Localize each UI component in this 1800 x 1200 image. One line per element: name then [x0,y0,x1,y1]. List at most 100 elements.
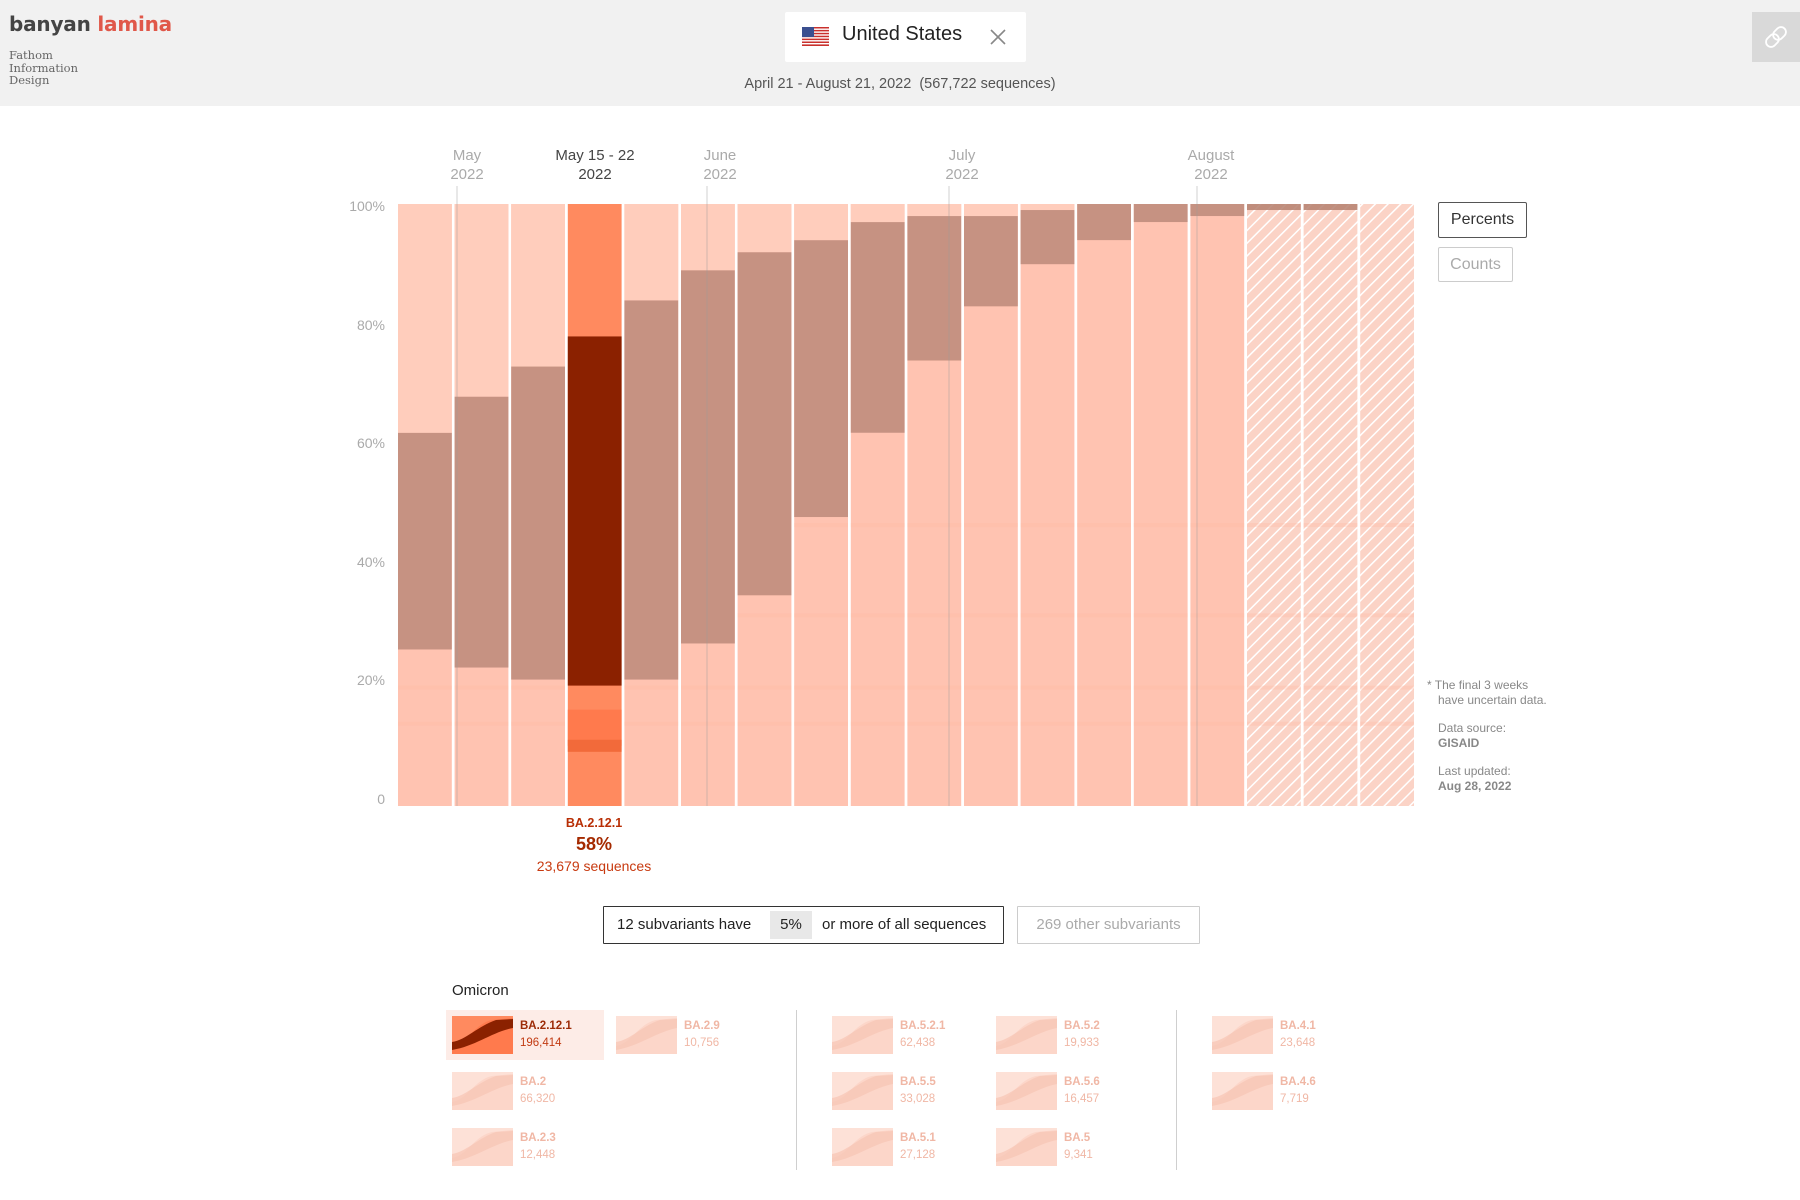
bar-segment[interactable] [964,204,1018,217]
legend-item[interactable]: BA.5.2 19,933 [990,1010,1148,1060]
bar-segment[interactable] [1303,613,1358,618]
bar-segment[interactable] [850,523,905,528]
bar-segment[interactable] [454,721,509,726]
bar-segment[interactable] [1247,523,1301,528]
bar-segment[interactable] [511,204,565,367]
bar-segment[interactable] [794,523,848,528]
threshold-selector[interactable]: 5% [770,911,812,939]
bar-segment-ba2121[interactable] [794,240,848,518]
bar-segment[interactable] [1020,523,1075,528]
bar-segment-ba2121[interactable] [1190,204,1245,217]
bar-segment-ba2121[interactable] [454,396,509,668]
bar-uncertain[interactable] [1247,204,1301,806]
bar-segment[interactable] [511,721,565,726]
bar-segment[interactable] [398,204,452,433]
bar-segment-ba2121[interactable] [1077,204,1131,241]
bar-segment-ba2121[interactable] [850,222,905,433]
credit-fathom[interactable]: Fathom Information Design [9,49,78,87]
counts-button[interactable]: Counts [1438,247,1513,282]
bar-uncertain[interactable] [1360,204,1414,806]
bar-segment-ba2121[interactable] [1133,204,1188,223]
bar-segment[interactable] [1020,685,1075,690]
legend-item[interactable]: BA.2.9 10,756 [610,1010,768,1060]
bar-segment[interactable] [1247,613,1301,618]
country-selector[interactable]: United States [785,12,1026,62]
bar-uncertain[interactable] [1303,204,1358,806]
bar-segment[interactable] [398,685,452,690]
bar-segment[interactable] [964,721,1018,726]
bar-segment[interactable] [681,685,735,690]
bar-segment[interactable] [567,709,622,746]
bar-segment[interactable] [511,685,565,690]
bar-segment[interactable] [1360,613,1414,618]
bar-segment[interactable] [1360,523,1414,528]
bar-segment[interactable] [964,685,1018,690]
bar-segment[interactable] [850,613,905,618]
bar-segment[interactable] [1077,685,1131,690]
bar-segment[interactable] [794,721,848,726]
bar-segment-ba2121[interactable] [511,366,565,680]
bar-segment[interactable] [624,721,679,726]
legend-item[interactable]: BA.5.6 16,457 [990,1066,1148,1116]
bar-segment[interactable] [1077,721,1131,726]
bar-segment[interactable] [1133,685,1188,690]
bar-segment-ba2121[interactable] [681,270,735,644]
app-logo[interactable]: banyan lamina [9,12,172,36]
bar-segment[interactable] [1190,721,1245,726]
bar-segment[interactable] [1133,721,1188,726]
bar-week[interactable] [1077,204,1131,806]
other-subvariants-button[interactable]: 269 other subvariants [1017,906,1200,944]
bar-segment[interactable] [1133,613,1188,618]
bar-segment[interactable] [1360,685,1414,690]
bar-segment[interactable] [1190,685,1245,690]
bar-segment[interactable] [964,523,1018,528]
bar-segment[interactable] [1360,721,1414,726]
bar-segment[interactable] [907,721,962,726]
bar-segment[interactable] [1190,523,1245,528]
bar-segment[interactable] [1077,613,1131,618]
legend-item[interactable]: BA.5 9,341 [990,1122,1148,1172]
legend-item[interactable]: BA.4.6 7,719 [1206,1066,1364,1116]
close-icon[interactable] [989,28,1007,46]
bar-segment-selected-variant[interactable] [567,336,622,686]
bar-segment[interactable] [1020,613,1075,618]
bar-segment[interactable] [850,721,905,726]
bar-segment[interactable] [567,739,622,752]
bar-segment[interactable] [454,685,509,690]
legend-item[interactable]: BA.4.1 23,648 [1206,1010,1364,1060]
bar-segment[interactable] [1133,523,1188,528]
bar-segment-ba2121[interactable] [398,432,452,650]
bar-segment-ba2121[interactable] [737,252,792,596]
bar-segment-ba2121[interactable] [624,300,679,680]
bar-segment[interactable] [681,721,735,726]
bar-segment[interactable] [794,685,848,690]
bar-segment-ba2121[interactable] [964,216,1018,307]
legend-item[interactable]: BA.5.5 33,028 [826,1066,984,1116]
bar-segment[interactable] [737,204,792,253]
bar-segment[interactable] [1247,685,1301,690]
bar-segment[interactable] [624,204,679,301]
legend-item[interactable]: BA.2.12.1 196,414 [446,1010,604,1060]
bar-segment[interactable] [1303,721,1358,726]
legend-item[interactable]: BA.2.3 12,448 [446,1122,604,1172]
bar-segment[interactable] [1303,685,1358,690]
bar-segment[interactable] [907,523,962,528]
bar-segment-ba2121[interactable] [1247,204,1301,211]
bar-segment[interactable] [794,204,848,241]
percents-button[interactable]: Percents [1438,202,1527,238]
bar-segment[interactable] [794,613,848,618]
bar-week[interactable] [1133,204,1188,806]
bar-segment[interactable] [737,721,792,726]
bar-segment[interactable] [850,204,905,223]
bar-segment[interactable] [907,204,962,217]
bar-segment[interactable] [454,204,509,397]
bar-segment[interactable] [737,685,792,690]
legend-item[interactable]: BA.5.1 27,128 [826,1122,984,1172]
bar-segment-ba2121[interactable] [1020,210,1075,265]
bar-segment[interactable] [398,721,452,726]
bar-week[interactable] [1190,204,1245,806]
bar-week[interactable] [1020,204,1075,806]
bar-segment[interactable] [1190,613,1245,618]
bar-segment-ba2121[interactable] [907,216,962,361]
bar-segment[interactable] [850,685,905,690]
